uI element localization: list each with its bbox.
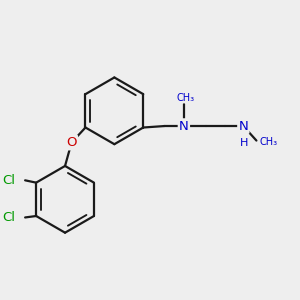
Text: CH₃: CH₃ [176, 93, 194, 103]
Text: CH₃: CH₃ [259, 137, 278, 147]
Text: N: N [238, 120, 248, 133]
Text: N: N [179, 120, 189, 133]
Text: H: H [239, 138, 248, 148]
Text: Cl: Cl [2, 211, 15, 224]
Text: O: O [66, 136, 77, 149]
Text: Cl: Cl [2, 174, 15, 187]
